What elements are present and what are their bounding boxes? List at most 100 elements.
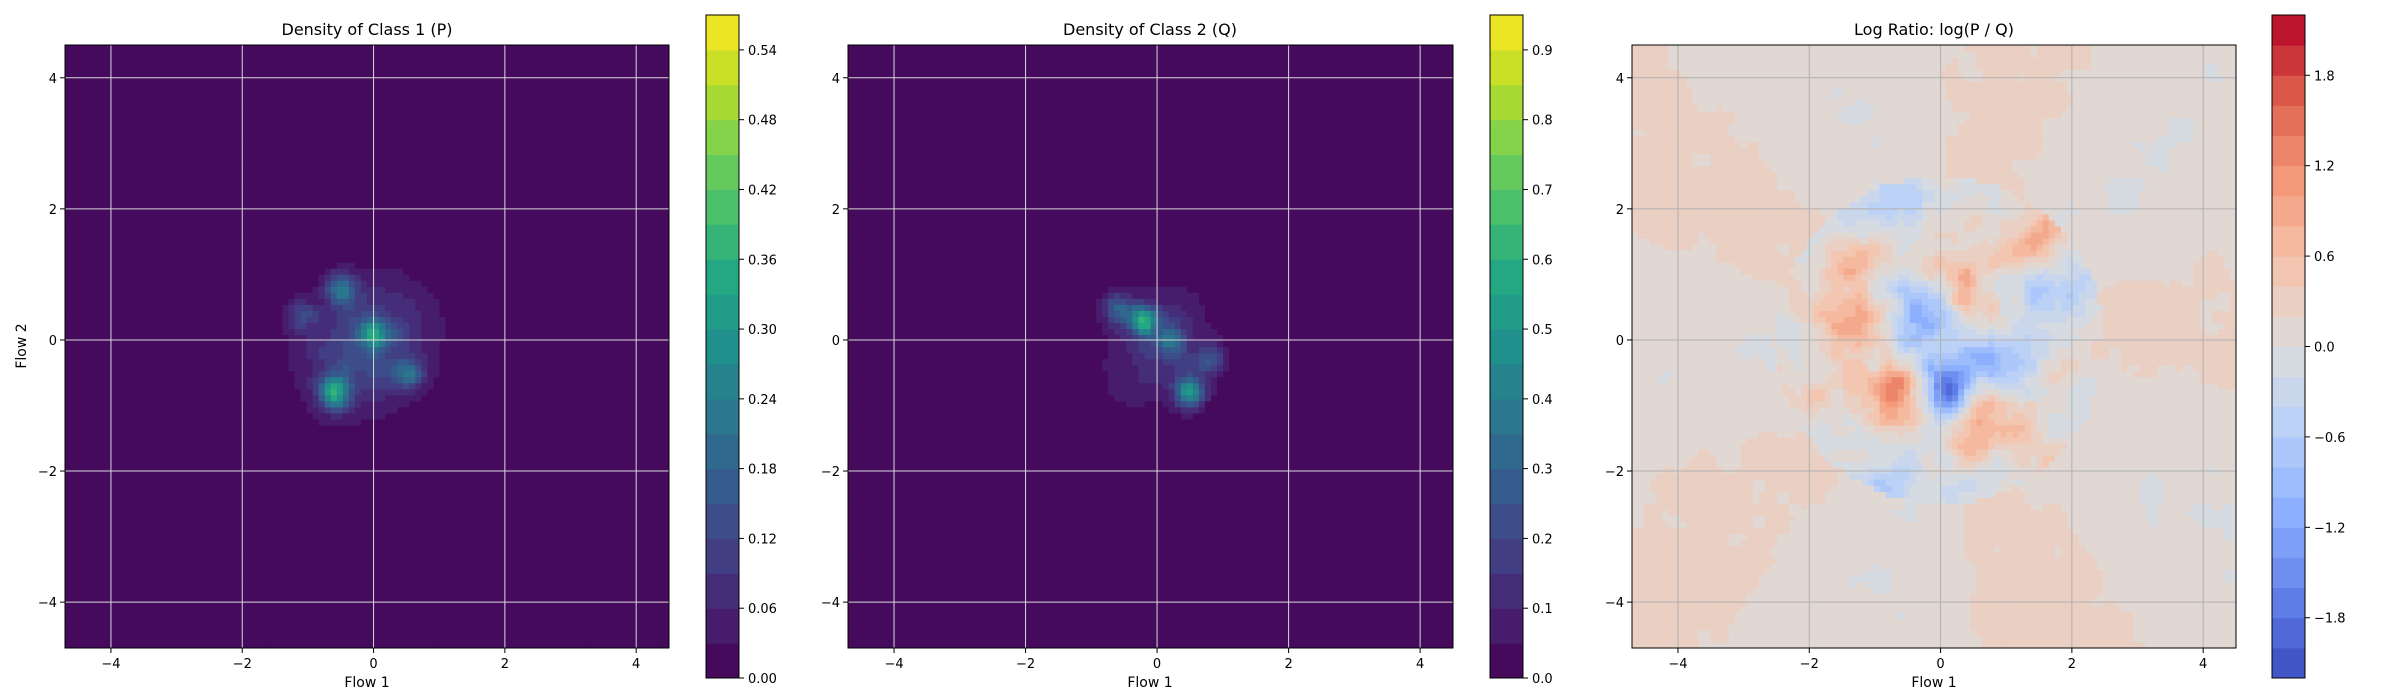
heatmap-cell (113, 424, 120, 432)
heatmap-cell (143, 394, 151, 402)
heatmap-cell (149, 436, 157, 444)
heatmap-cell (71, 195, 78, 203)
heatmap-cell (228, 545, 235, 553)
heatmap-cell (216, 153, 223, 161)
heatmap-cell (95, 123, 102, 131)
heatmap-cell (276, 225, 284, 233)
heatmap-cell (246, 485, 253, 492)
heatmap-cell (342, 346, 350, 354)
heatmap-cell (270, 605, 277, 613)
heatmap-cell (83, 388, 90, 396)
heatmap-cell (336, 364, 344, 372)
heatmap-cell (203, 225, 211, 233)
heatmap-cell (197, 455, 205, 462)
heatmap-cell (342, 298, 350, 305)
heatmap-cell (336, 81, 344, 88)
heatmap-cell (95, 563, 102, 571)
heatmap-cell (71, 479, 78, 486)
heatmap-cell (101, 557, 108, 565)
heatmap-cell (300, 256, 308, 263)
heatmap-cell (216, 189, 223, 197)
heatmap-cell (143, 497, 151, 504)
heatmap-cell (348, 545, 356, 553)
heatmap-cell (300, 461, 308, 468)
heatmap-cell (234, 117, 241, 124)
heatmap-cell (77, 388, 84, 396)
heatmap-cell (246, 611, 253, 619)
heatmap-cell (113, 87, 120, 94)
heatmap-cell (119, 605, 126, 613)
heatmap-cell (155, 129, 163, 137)
heatmap-cell (228, 491, 235, 498)
heatmap-cell (173, 623, 181, 631)
heatmap-cell (294, 406, 302, 414)
heatmap-cell (83, 611, 90, 619)
heatmap-cell (234, 485, 241, 492)
heatmap-cell (282, 292, 290, 299)
heatmap-cell (131, 418, 139, 426)
heatmap-cell (101, 461, 108, 468)
heatmap-cell (173, 207, 181, 215)
heatmap-cell (71, 141, 78, 149)
heatmap-cell (294, 527, 302, 535)
heatmap-cell (77, 491, 84, 498)
heatmap-cell (216, 629, 223, 637)
heatmap-cell (270, 467, 277, 474)
heatmap-cell (83, 491, 90, 498)
heatmap-cell (101, 370, 108, 378)
heatmap-cell (173, 461, 181, 468)
heatmap-cell (203, 183, 211, 191)
heatmap-cell (125, 593, 133, 601)
heatmap-cell (161, 569, 169, 577)
heatmap-cell (312, 322, 320, 330)
heatmap-cell (348, 455, 356, 462)
heatmap-cell (203, 641, 211, 648)
heatmap-cell (318, 605, 326, 613)
heatmap-cell (324, 593, 332, 601)
heatmap-cell (348, 593, 356, 601)
heatmap-cell (185, 503, 193, 510)
heatmap-cell (125, 449, 133, 456)
chart-title: Density of Class 1 (P) (282, 20, 453, 39)
heatmap-cell (89, 69, 96, 76)
heatmap-cell (348, 316, 356, 323)
heatmap-cell (330, 611, 338, 619)
heatmap-cell (324, 237, 332, 245)
heatmap-cell (197, 346, 205, 354)
heatmap-cell (276, 479, 284, 486)
heatmap-cell (131, 509, 139, 516)
heatmap-cell (342, 509, 350, 516)
heatmap-cell (282, 153, 290, 161)
heatmap-cell (324, 177, 332, 185)
heatmap-cell (348, 286, 356, 293)
heatmap-cell (95, 81, 102, 88)
heatmap-cell (95, 159, 102, 167)
heatmap-cell (318, 515, 326, 522)
heatmap-cell (270, 641, 277, 648)
heatmap-cell (173, 153, 181, 161)
heatmap-cell (252, 340, 259, 348)
heatmap-cell (179, 177, 187, 185)
heatmap-cell (131, 135, 139, 143)
heatmap-cell (149, 93, 157, 100)
heatmap-cell (125, 473, 133, 480)
heatmap-cell (167, 262, 175, 269)
heatmap-cell (288, 195, 296, 203)
heatmap-cell (191, 400, 199, 408)
heatmap-cell (209, 105, 217, 112)
heatmap-cell (149, 376, 157, 384)
heatmap-cell (197, 117, 205, 124)
heatmap-cell (119, 159, 126, 167)
heatmap-cell (354, 641, 362, 648)
heatmap-cell (71, 328, 78, 336)
heatmap-cell (222, 430, 229, 438)
heatmap-cell (354, 539, 362, 547)
heatmap-cell (95, 370, 102, 378)
heatmap-cell (276, 57, 284, 64)
heatmap-cell (330, 485, 338, 492)
heatmap-cell (161, 63, 169, 70)
heatmap-cell (167, 455, 175, 462)
heatmap-cell (137, 177, 145, 185)
heatmap-cell (101, 545, 108, 553)
heatmap-cell (203, 533, 211, 541)
